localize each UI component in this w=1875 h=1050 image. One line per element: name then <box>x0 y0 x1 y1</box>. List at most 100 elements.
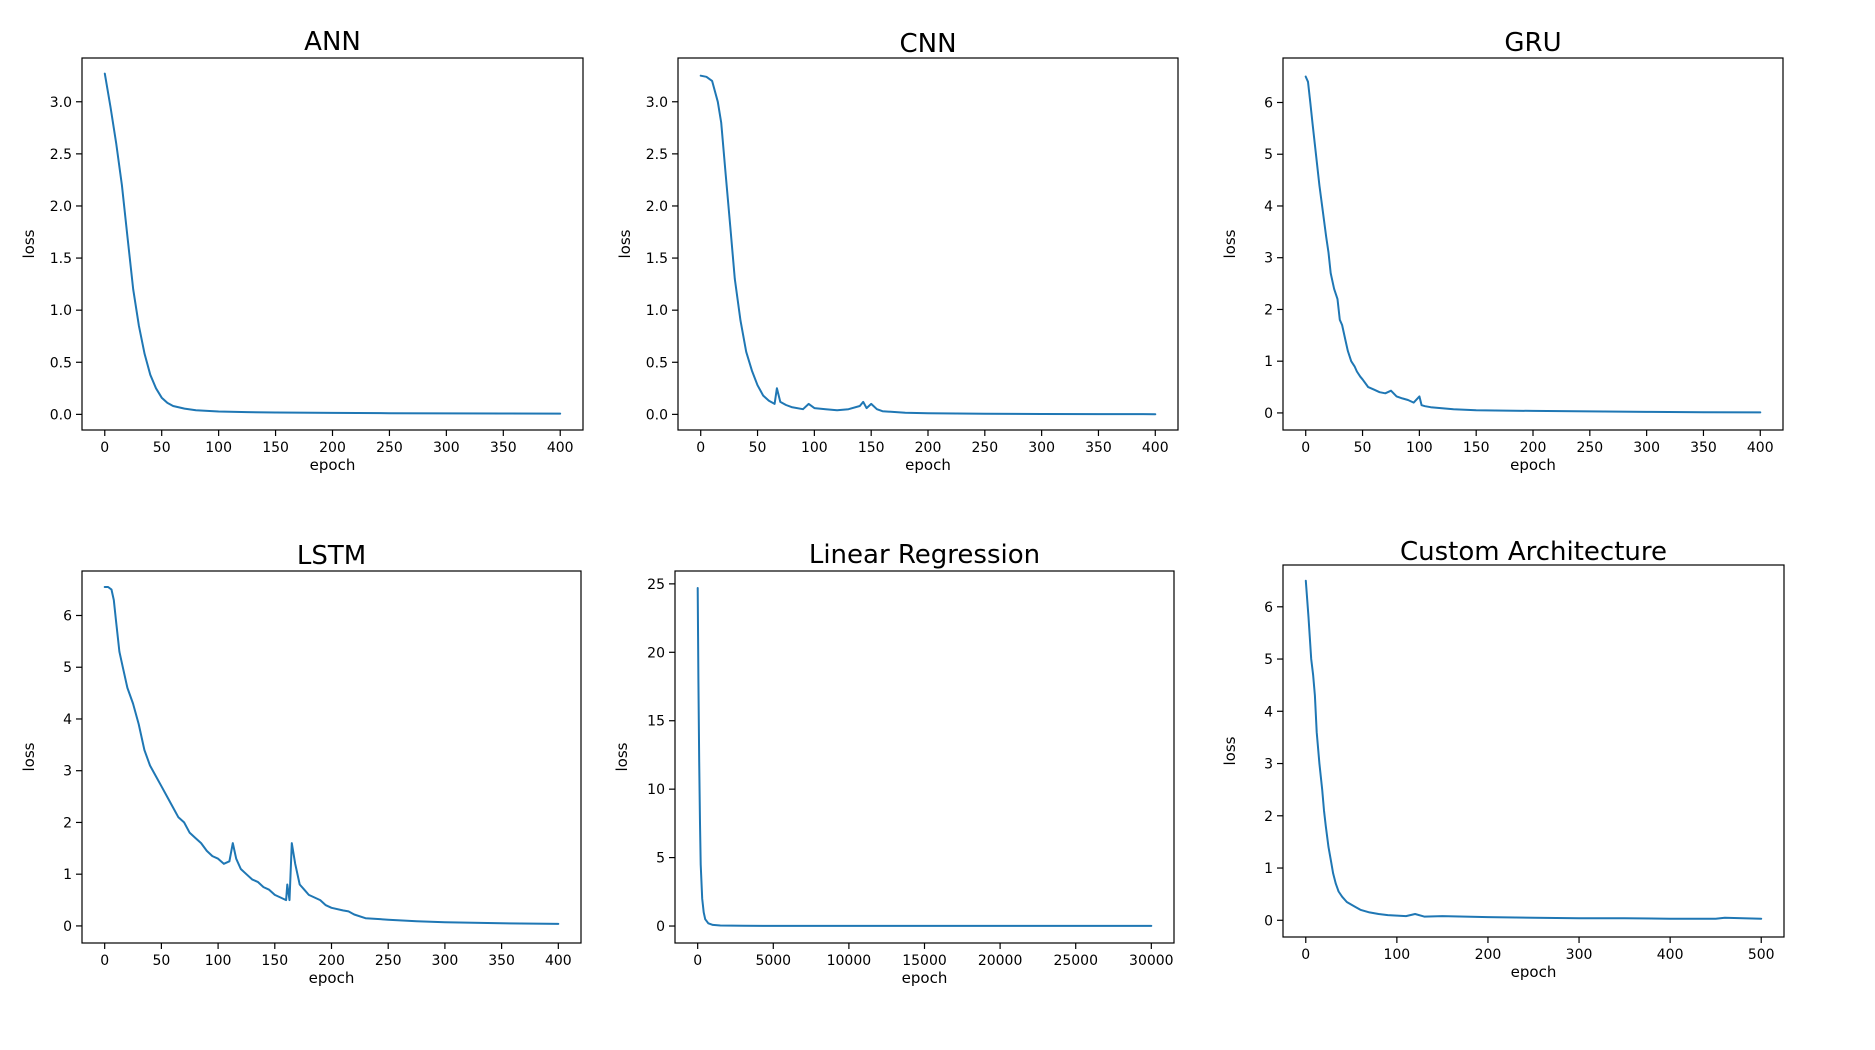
x-tick-label: 150 <box>261 953 288 969</box>
x-axis-label: epoch <box>310 456 356 474</box>
y-tick-label: 1.5 <box>646 251 668 267</box>
axes-frame <box>81 570 582 944</box>
y-tick-label: 2.5 <box>50 147 72 163</box>
y-tick-label: 3 <box>1264 757 1273 773</box>
x-tick-label: 400 <box>547 440 574 456</box>
y-axis-label: loss <box>616 229 634 258</box>
y-tick-label: 6 <box>1264 95 1273 111</box>
x-tick-label: 50 <box>153 440 171 456</box>
x-tick-label: 500 <box>1748 947 1775 963</box>
x-tick-label: 10000 <box>827 953 872 969</box>
axes-frame <box>674 570 1175 944</box>
loss-line <box>103 72 562 415</box>
x-tick-label: 400 <box>545 953 572 969</box>
y-tick-label: 0.0 <box>50 407 72 423</box>
loss-line <box>1304 75 1762 414</box>
x-tick-label: 150 <box>1463 440 1490 456</box>
x-tick-label: 200 <box>1520 440 1547 456</box>
x-tick-label: 300 <box>1028 440 1055 456</box>
axes-frame <box>81 57 584 431</box>
x-tick-label: 0 <box>100 953 109 969</box>
x-tick-label: 400 <box>1657 947 1684 963</box>
y-tick-label: 0.5 <box>50 355 72 371</box>
x-tick-label: 30000 <box>1129 953 1174 969</box>
x-tick-label: 300 <box>1566 947 1593 963</box>
y-tick-label: 1.0 <box>50 303 72 319</box>
y-tick-label: 0 <box>656 919 665 935</box>
y-tick-label: 2.5 <box>646 147 668 163</box>
x-tick-label: 200 <box>318 953 345 969</box>
y-tick-label: 0.0 <box>646 407 668 423</box>
x-tick-label: 50 <box>152 953 170 969</box>
y-tick-label: 1 <box>1264 861 1273 877</box>
x-tick-label: 250 <box>375 953 402 969</box>
y-tick-label: 2 <box>1264 302 1273 318</box>
chart-title: LSTM <box>297 541 366 571</box>
x-tick-label: 100 <box>801 440 828 456</box>
x-tick-label: 150 <box>858 440 885 456</box>
x-tick-label: 250 <box>971 440 998 456</box>
subplot-0: ANN 0 50 100 150 200 250 300 350 400 0.0 0.5 1.0 1.5 2… <box>20 27 584 474</box>
y-tick-label: 3.0 <box>646 95 668 111</box>
x-tick-label: 400 <box>1142 440 1169 456</box>
x-tick-label: 100 <box>205 440 232 456</box>
x-axis-label: epoch <box>902 969 948 987</box>
x-tick-label: 0 <box>1301 947 1310 963</box>
axes-frame <box>1282 564 1785 938</box>
y-axis-label: loss <box>613 742 631 771</box>
y-axis-label: loss <box>1221 229 1239 258</box>
x-axis-label: epoch <box>905 456 951 474</box>
x-tick-label: 350 <box>1690 440 1717 456</box>
x-tick-label: 150 <box>262 440 289 456</box>
y-tick-label: 1 <box>1264 354 1273 370</box>
x-tick-label: 350 <box>488 953 515 969</box>
x-tick-label: 300 <box>1633 440 1660 456</box>
subplot-5: Custom Architecture 0 100 200 300 400 500 0 1 2 3 4… <box>1221 537 1785 981</box>
x-tick-label: 300 <box>433 440 460 456</box>
y-tick-label: 0 <box>63 919 72 935</box>
loss-line <box>103 586 560 925</box>
y-tick-label: 3 <box>63 764 72 780</box>
y-tick-label: 5 <box>63 660 72 676</box>
y-tick-label: 3.0 <box>50 95 72 111</box>
y-tick-label: 5 <box>1264 147 1273 163</box>
x-tick-label: 250 <box>1576 440 1603 456</box>
y-tick-label: 15 <box>647 714 665 730</box>
x-tick-label: 200 <box>1475 947 1502 963</box>
y-tick-label: 4 <box>1264 704 1273 720</box>
x-tick-label: 250 <box>376 440 403 456</box>
chart-title: CNN <box>899 29 956 59</box>
x-tick-label: 50 <box>1354 440 1372 456</box>
loss-line <box>699 74 1157 416</box>
y-axis-label: loss <box>1221 736 1239 765</box>
y-tick-label: 1.0 <box>646 303 668 319</box>
x-tick-label: 100 <box>205 953 232 969</box>
x-axis-label: epoch <box>309 969 355 987</box>
y-tick-label: 25 <box>647 577 665 593</box>
y-axis-label: loss <box>20 742 38 771</box>
x-tick-label: 0 <box>696 440 705 456</box>
subplot-1: CNN 0 50 100 150 200 250 300 350 400 0.0 0.5 1.0 1.5 2… <box>616 29 1179 474</box>
chart-title: GRU <box>1504 28 1561 58</box>
subplot-2: GRU 0 50 100 150 200 250 300 350 400 0 1 2 3 4 5 6 epoch l… <box>1221 28 1784 474</box>
y-tick-label: 0.5 <box>646 355 668 371</box>
y-tick-label: 4 <box>63 712 72 728</box>
y-tick-label: 10 <box>647 782 665 798</box>
x-tick-label: 300 <box>432 953 459 969</box>
x-tick-label: 200 <box>319 440 346 456</box>
y-tick-label: 2.0 <box>50 199 72 215</box>
loss-line <box>696 587 1153 927</box>
x-tick-label: 50 <box>749 440 767 456</box>
y-axis-label: loss <box>20 229 38 258</box>
y-tick-label: 0 <box>1264 406 1273 422</box>
chart-title: Custom Architecture <box>1400 537 1667 567</box>
y-tick-label: 0 <box>1264 913 1273 929</box>
y-tick-label: 4 <box>1264 199 1273 215</box>
x-tick-label: 5000 <box>755 953 791 969</box>
x-tick-label: 350 <box>490 440 517 456</box>
y-tick-label: 6 <box>1264 600 1273 616</box>
x-axis-label: epoch <box>1510 456 1556 474</box>
x-tick-label: 0 <box>1301 440 1310 456</box>
